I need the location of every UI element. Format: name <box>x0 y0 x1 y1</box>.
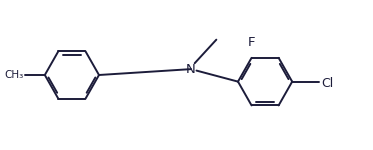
Text: CH₃: CH₃ <box>4 70 23 80</box>
Text: F: F <box>248 36 255 49</box>
Text: N: N <box>186 63 196 76</box>
Text: Cl: Cl <box>321 77 333 90</box>
